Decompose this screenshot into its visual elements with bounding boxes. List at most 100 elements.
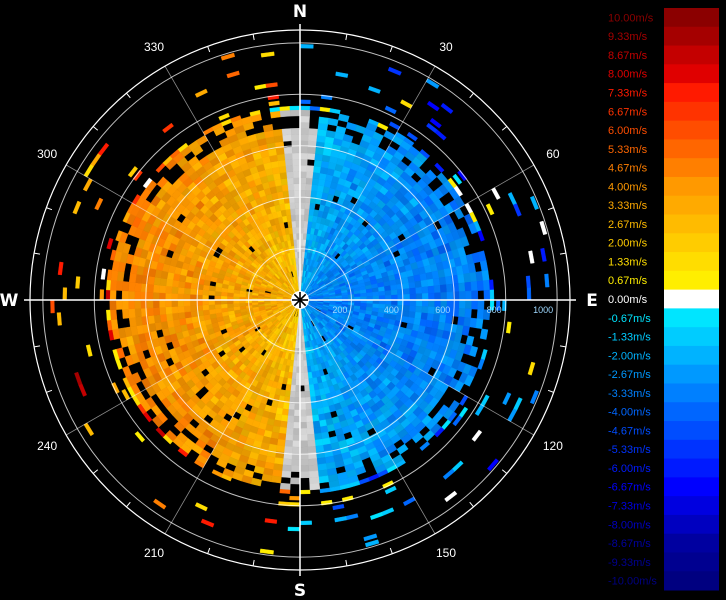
range-gate xyxy=(134,308,142,318)
ring-tick xyxy=(252,559,255,566)
range-gate xyxy=(292,428,301,435)
ring-tick xyxy=(207,46,211,53)
range-gate xyxy=(202,309,210,316)
colorbar-swatch xyxy=(664,101,719,122)
range-gate xyxy=(109,279,118,291)
range-gate xyxy=(318,116,330,125)
range-gate xyxy=(427,306,435,315)
range-gate xyxy=(128,290,135,301)
range-gate xyxy=(388,121,401,131)
range-gate xyxy=(458,282,466,292)
colorbar-swatch xyxy=(664,158,719,178)
range-gate xyxy=(282,458,292,466)
range-gate xyxy=(97,142,110,156)
range-gate xyxy=(526,287,532,301)
range-gate xyxy=(62,287,68,301)
range-gate xyxy=(544,273,550,288)
range-gate xyxy=(183,305,191,313)
range-gate xyxy=(305,403,312,411)
colorbar-label: 9.33m/s xyxy=(608,31,648,43)
range-gate xyxy=(420,279,429,288)
range-gate xyxy=(122,377,131,389)
range-gate xyxy=(152,292,160,301)
range-gate xyxy=(312,420,321,429)
range-gate xyxy=(445,315,453,325)
range-gate xyxy=(153,276,162,286)
range-gate xyxy=(161,327,171,337)
range-gate xyxy=(292,152,301,160)
range-gate xyxy=(419,148,431,159)
range-gate xyxy=(226,303,234,308)
range-gate xyxy=(94,197,104,211)
range-gate xyxy=(190,310,198,318)
ring-tick xyxy=(126,501,131,508)
range-gate xyxy=(415,305,423,314)
range-gate xyxy=(489,289,495,301)
range-gate xyxy=(414,280,422,289)
range-gate xyxy=(369,511,384,520)
range-gate xyxy=(171,279,180,288)
range-gate xyxy=(293,177,301,185)
range-gate xyxy=(282,134,292,142)
range-gate xyxy=(109,289,117,301)
range-gate xyxy=(381,507,395,516)
range-gate xyxy=(372,291,380,297)
range-gate xyxy=(122,308,130,319)
range-gate xyxy=(427,285,435,294)
range-gate xyxy=(286,171,294,179)
range-gate xyxy=(218,112,230,121)
range-gate xyxy=(378,290,386,297)
range-gate xyxy=(122,281,130,292)
range-gate xyxy=(106,237,114,250)
range-gate xyxy=(403,294,411,301)
range-gate xyxy=(165,299,172,308)
range-gate xyxy=(299,446,309,454)
range-gate xyxy=(506,321,512,334)
range-gate xyxy=(384,285,392,292)
range-gate xyxy=(342,133,354,143)
range-gate xyxy=(463,374,475,387)
compass-north: N xyxy=(293,2,307,22)
range-label: 200 xyxy=(332,305,347,315)
range-gate xyxy=(288,403,295,411)
range-gate xyxy=(83,422,95,437)
range-gate xyxy=(384,105,397,115)
azimuth-spoke xyxy=(164,65,301,301)
range-gate xyxy=(471,429,483,442)
range-label: 400 xyxy=(384,305,399,315)
velocity-colorbar: 10.00m/s 9.33m/s 8.67m/s 8.00m/s 7.33m/s 6.67… xyxy=(608,8,719,591)
range-gate xyxy=(319,106,331,113)
range-gate xyxy=(442,468,455,480)
range-gate xyxy=(486,458,500,472)
range-gate xyxy=(177,142,189,153)
range-gate xyxy=(304,208,310,216)
range-gate xyxy=(189,294,197,301)
range-gate xyxy=(202,289,210,296)
range-gate xyxy=(439,284,448,293)
range-gate xyxy=(438,276,447,286)
range-gate xyxy=(446,283,454,293)
range-gate xyxy=(220,118,233,127)
range-gate xyxy=(313,426,322,435)
range-gate xyxy=(319,487,331,494)
azimuth-label: 60 xyxy=(546,147,560,161)
range-gate xyxy=(419,441,431,452)
range-gate xyxy=(260,51,275,58)
range-gate xyxy=(134,291,141,301)
ring-tick xyxy=(345,559,348,566)
ring-tick xyxy=(34,252,41,255)
azimuth-spoke xyxy=(299,164,535,301)
range-gate xyxy=(286,177,295,185)
colorbar-label: -2.00m/s xyxy=(608,350,651,362)
range-gate xyxy=(481,270,490,281)
range-gate xyxy=(420,312,429,321)
range-gate xyxy=(299,171,307,178)
colorbar-label: -4.00m/s xyxy=(608,407,651,419)
range-gate xyxy=(360,292,367,298)
range-gate xyxy=(214,308,222,314)
ring-tick xyxy=(34,345,41,348)
colorbar-swatch xyxy=(664,514,719,535)
range-gate xyxy=(299,189,306,197)
azimuth-spoke xyxy=(299,299,535,436)
range-gate xyxy=(279,109,291,118)
